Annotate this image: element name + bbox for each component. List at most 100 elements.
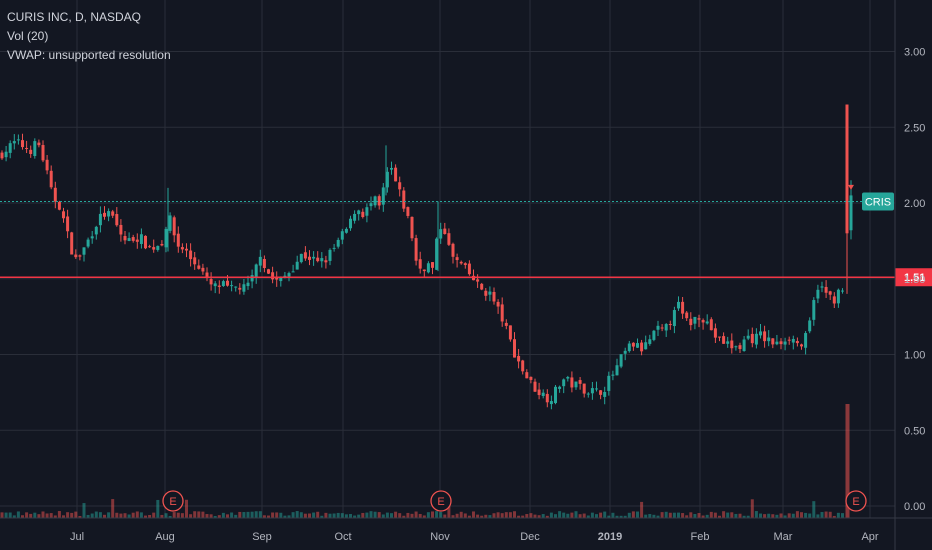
- volume-bar: [258, 511, 262, 518]
- candle-body: [558, 386, 562, 389]
- volume-bar: [361, 512, 365, 518]
- candle-body: [111, 211, 115, 216]
- volume-bar: [287, 515, 291, 518]
- candle-body: [156, 245, 160, 250]
- volume-bar: [70, 512, 74, 518]
- volume-bar: [488, 515, 492, 518]
- candle-body: [820, 286, 824, 288]
- price-tick-label: 0.00: [904, 501, 925, 513]
- candle-body: [603, 392, 607, 397]
- volume-bar: [217, 515, 221, 518]
- candle-body: [164, 228, 168, 248]
- volume-bar: [431, 511, 434, 518]
- time-tick-label: Jul: [70, 531, 84, 543]
- volume-bar: [418, 513, 422, 518]
- candle-body: [4, 151, 8, 158]
- volume-bar: [172, 512, 176, 518]
- volume-bar: [373, 511, 377, 518]
- candle-body: [258, 256, 262, 266]
- volume-bar: [750, 499, 754, 518]
- volume-bar: [197, 511, 201, 518]
- volume-bar: [640, 501, 644, 518]
- candle-body: [644, 342, 648, 350]
- candle-body: [332, 247, 336, 249]
- volume-bar: [734, 513, 738, 518]
- candle-body: [213, 283, 217, 287]
- candle-body: [488, 291, 492, 295]
- volume-bar: [603, 511, 607, 518]
- volume-bar: [37, 514, 41, 518]
- volume-bar: [103, 514, 106, 518]
- candle-body: [238, 287, 242, 290]
- candle-body: [180, 247, 184, 250]
- candle-body: [66, 216, 70, 232]
- earnings-marker-label: E: [169, 496, 176, 508]
- spike-body: [845, 104, 849, 234]
- candle-body: [705, 321, 709, 324]
- volume-bar: [504, 512, 508, 518]
- candle-body: [295, 261, 299, 270]
- volume-bar: [279, 512, 283, 518]
- candle-body: [226, 280, 229, 286]
- candle-body: [689, 318, 693, 326]
- vwap-indicator-label[interactable]: VWAP: unsupported resolution: [7, 48, 171, 62]
- candle-body: [730, 340, 734, 349]
- volume-bar: [189, 514, 193, 518]
- time-axis[interactable]: Jul Aug Sep Oct Nov Dec 2019 Feb Mar Apr: [0, 517, 932, 543]
- candle-body: [37, 142, 41, 146]
- time-tick-label: 2019: [598, 531, 622, 543]
- candle-body: [127, 238, 131, 241]
- candle-body: [697, 318, 701, 320]
- candle-body: [57, 202, 61, 210]
- candle-body: [767, 337, 771, 342]
- volume-bar: [271, 512, 275, 518]
- volume-bar: [554, 514, 557, 518]
- symbol-title[interactable]: CURIS INC, D, NASDAQ: [7, 10, 142, 24]
- candle-body: [496, 301, 500, 307]
- horizontal-lines[interactable]: 1.51 CRIS: [0, 192, 932, 287]
- candle-body: [480, 283, 484, 290]
- candle-body: [537, 389, 541, 396]
- earnings-marker: [845, 490, 867, 512]
- candle-body: [439, 229, 443, 239]
- candle-body: [279, 276, 283, 282]
- volume-bar: [328, 513, 332, 518]
- candle-body: [611, 374, 615, 376]
- candle-body: [197, 265, 201, 269]
- price-axis[interactable]: 3.00 2.50 2.00 1.50 1.00 0.50 0.00: [894, 0, 925, 550]
- volume-bar: [705, 514, 709, 518]
- candle-body: [463, 263, 467, 266]
- candle-body: [816, 289, 820, 299]
- candle-body: [221, 281, 225, 287]
- candle-body: [119, 224, 123, 235]
- candle-body: [82, 247, 86, 255]
- candle-body: [521, 360, 525, 372]
- candle-body: [398, 182, 402, 190]
- volume-bar: [349, 514, 352, 518]
- volume-spike-bar: [845, 404, 850, 518]
- candle-body: [484, 290, 488, 296]
- volume-bar: [283, 515, 287, 518]
- volume-bar: [295, 511, 299, 518]
- earnings-marker-label: E: [852, 496, 859, 508]
- symbol-tag: [862, 192, 894, 211]
- volume-bar: [459, 511, 463, 518]
- candle-body: [230, 285, 234, 287]
- candle-body: [16, 139, 20, 141]
- volume-bar: [611, 512, 615, 518]
- candle-body: [205, 272, 209, 278]
- volume-bar: [25, 512, 29, 518]
- price-candles: [0, 104, 854, 410]
- volume-indicator-label[interactable]: Vol (20): [7, 29, 49, 43]
- candle-body: [504, 322, 508, 326]
- candle-body: [746, 335, 750, 339]
- earnings-marker-label: E: [437, 496, 444, 508]
- candle-body: [549, 401, 553, 405]
- volume-bar: [816, 514, 820, 518]
- time-tick-label: Apr: [861, 531, 878, 543]
- candle-body: [406, 207, 410, 216]
- candle-body: [320, 258, 324, 262]
- volume-bar: [537, 515, 541, 518]
